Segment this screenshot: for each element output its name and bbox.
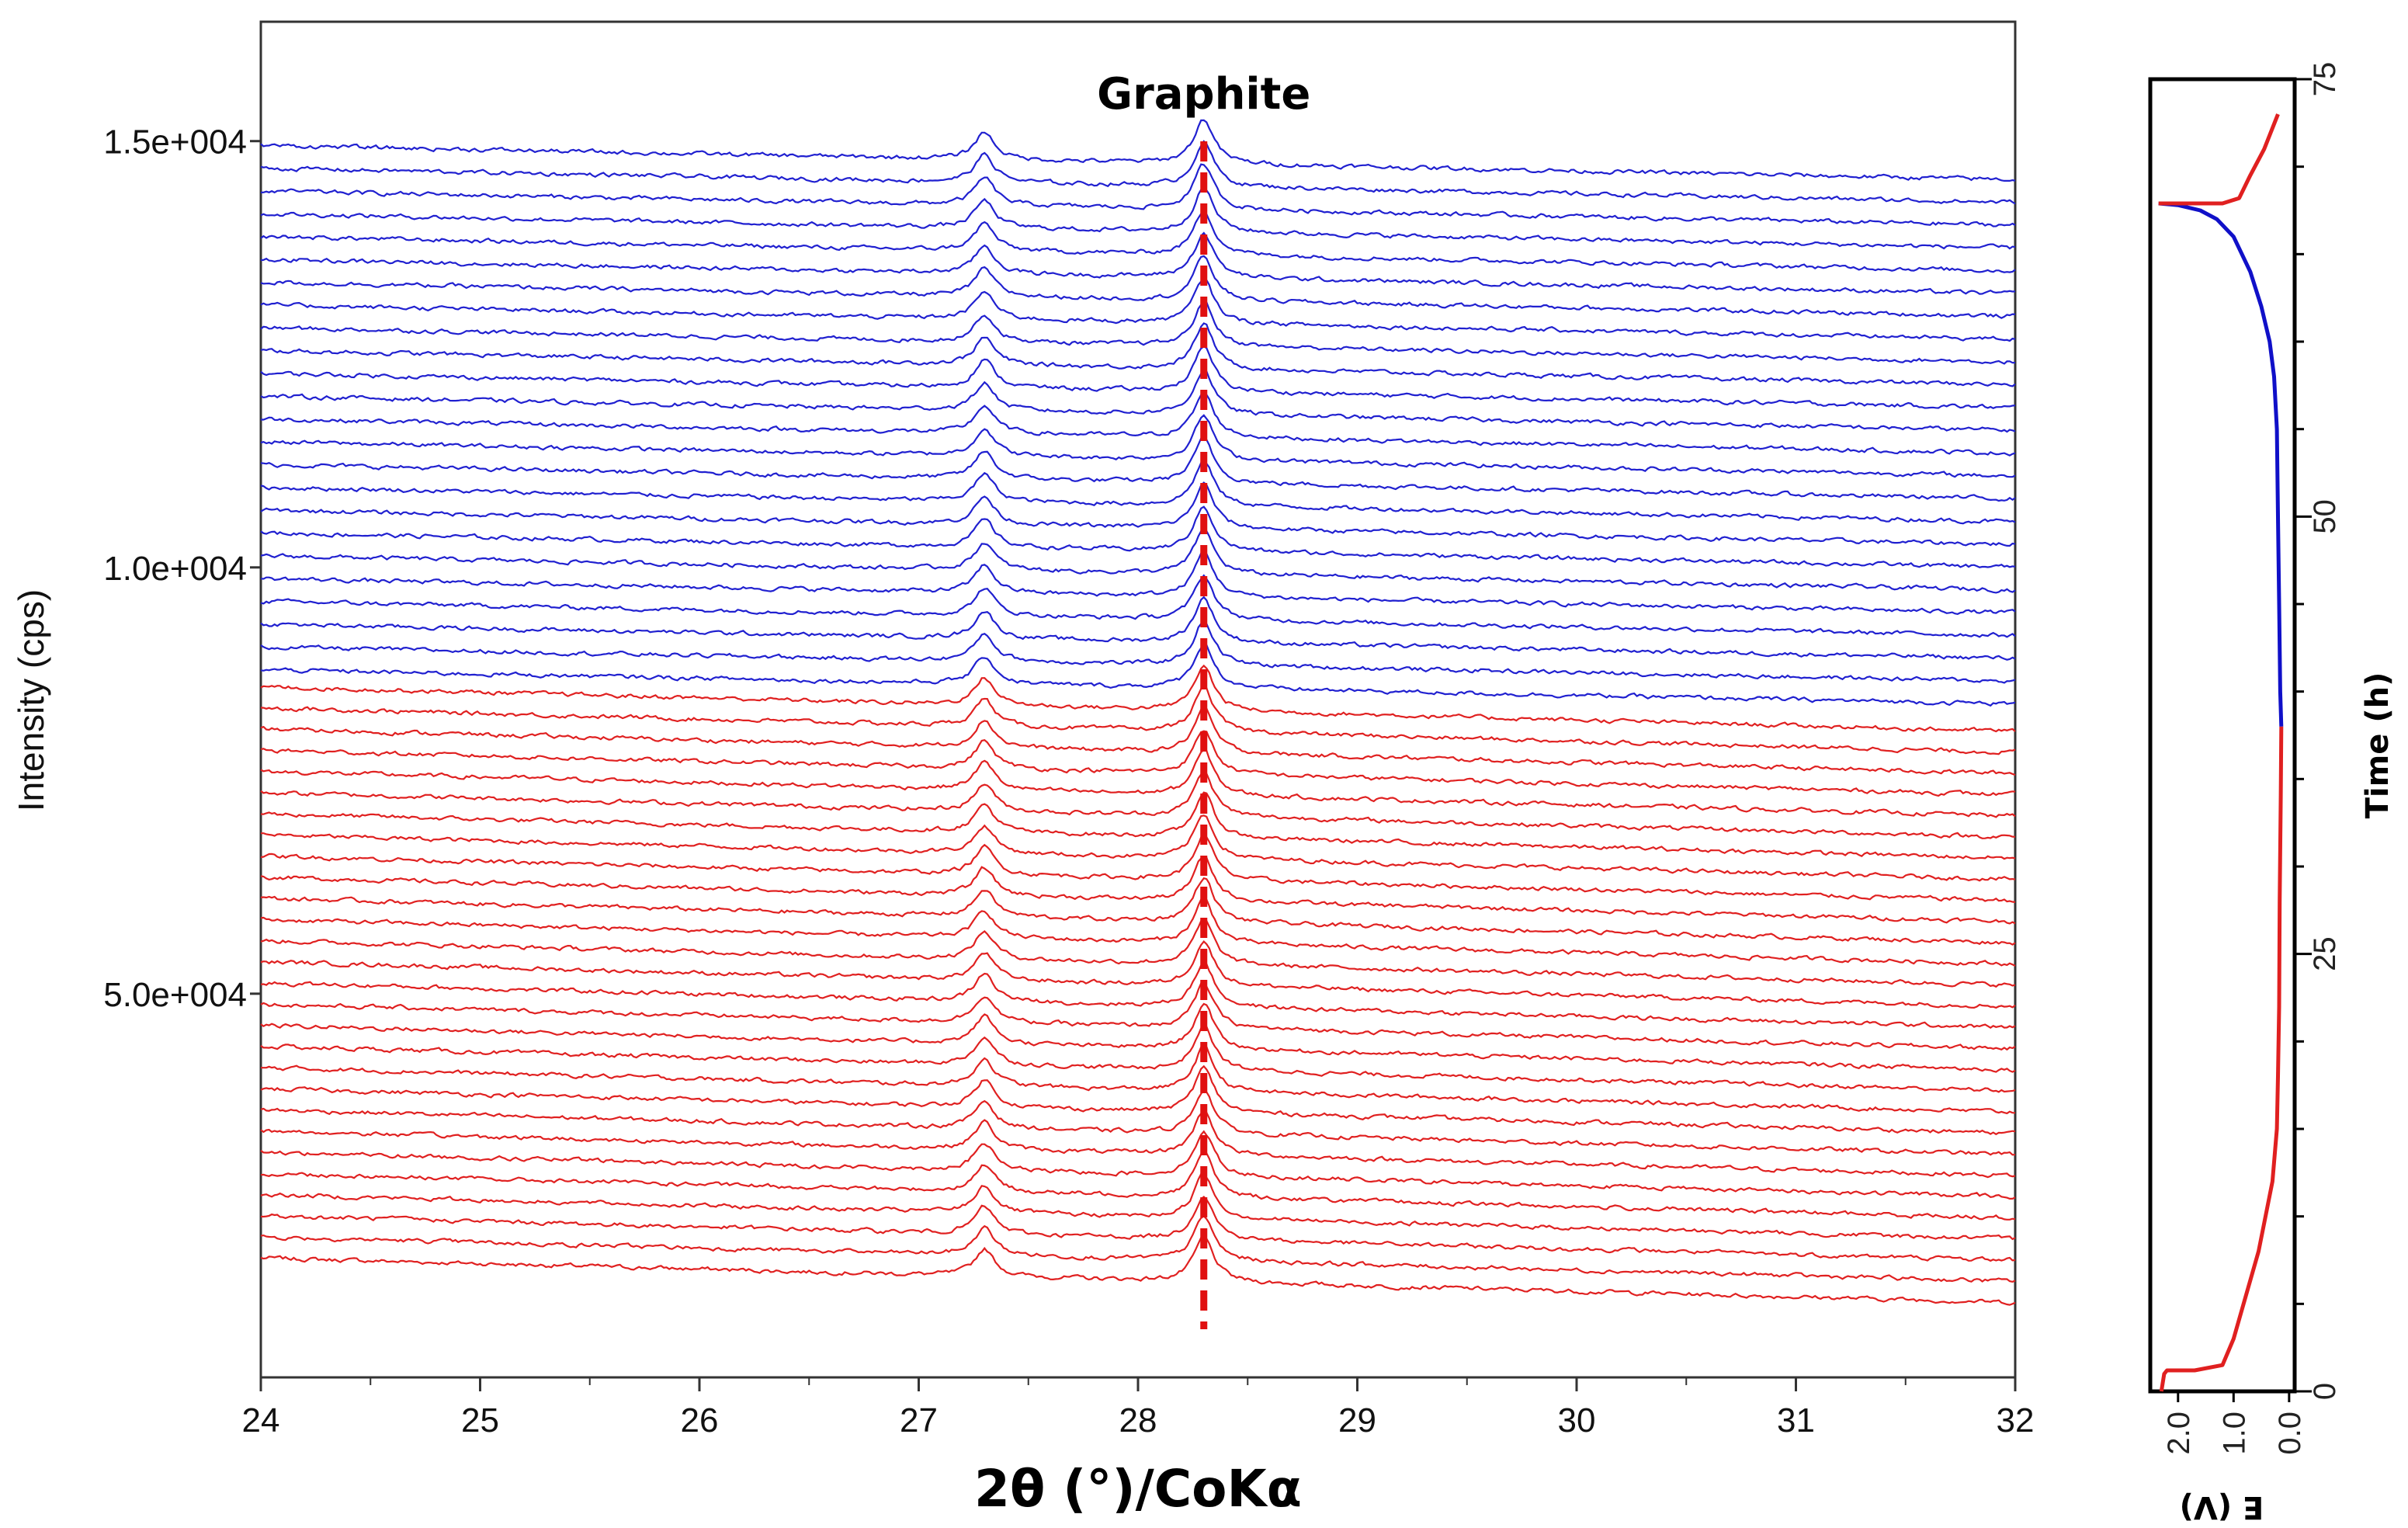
discharge-pattern xyxy=(260,644,2016,707)
charge-pattern xyxy=(260,1235,2016,1306)
charge-pattern xyxy=(260,1130,2016,1200)
discharge-pattern xyxy=(260,369,2016,433)
potential-tick-label: 1.0 xyxy=(2217,1412,2251,1455)
graphite-annotation: Graphite xyxy=(1097,69,1310,120)
y-axis-title: Intensity (cps) xyxy=(11,589,51,811)
side-x-axis-title: E (V) xyxy=(2180,1489,2264,1525)
discharge-pattern xyxy=(260,322,2016,387)
discharge-pattern xyxy=(260,435,2016,502)
main-axes-group: 24 25 26 27 28 29 30 31 32 5.0e+004 1.0e+004 1.5e+0… xyxy=(103,123,2034,1439)
discharge-pattern xyxy=(260,163,2016,227)
charge-pattern xyxy=(260,1172,2016,1241)
charge-pattern xyxy=(260,772,2016,839)
time-tick-label: 0 xyxy=(2308,1383,2342,1400)
discharge-pattern xyxy=(260,119,2016,182)
charge-pattern xyxy=(260,1088,2016,1156)
charge-pattern xyxy=(260,664,2016,733)
x-axis-title: 2θ (°)/CoKα xyxy=(974,1459,1302,1519)
charge-pattern xyxy=(260,1151,2016,1221)
charge-pattern xyxy=(260,748,2016,818)
x-tick-label: 30 xyxy=(1558,1401,1596,1439)
potential-tick-label: 0.0 xyxy=(2273,1412,2307,1455)
discharge-pattern xyxy=(260,620,2016,684)
x-tick-label: 28 xyxy=(1119,1401,1157,1439)
x-tick-label: 29 xyxy=(1338,1401,1376,1439)
charge-pattern xyxy=(260,791,2016,860)
charge-pattern xyxy=(260,730,2016,797)
discharge-pattern xyxy=(260,596,2016,661)
x-tick-label: 26 xyxy=(681,1401,719,1439)
discharge-pattern xyxy=(260,279,2016,342)
charge-pattern xyxy=(260,1064,2016,1136)
discharge-pattern xyxy=(260,231,2016,295)
xrd-series-group xyxy=(260,119,2016,1306)
discharge-pattern xyxy=(261,391,2016,457)
discharge-pattern xyxy=(260,459,2016,525)
x-tick-label: 27 xyxy=(900,1401,938,1439)
charge-potential-curve xyxy=(2159,726,2284,1392)
x-tick-label: 24 xyxy=(242,1401,280,1439)
discharge-pattern xyxy=(260,505,2016,568)
discharge-pattern xyxy=(260,210,2016,273)
discharge-pattern xyxy=(260,530,2016,594)
side-axes-group: 0 25 50 75 2.0 1.0 0.0 xyxy=(2162,62,2342,1455)
discharge-pattern xyxy=(260,255,2016,319)
potential-tick-label: 2.0 xyxy=(2162,1412,2196,1455)
discharge-pattern xyxy=(260,186,2016,250)
y-tick-label: 1.5e+004 xyxy=(103,123,247,161)
discharge-pattern xyxy=(260,481,2016,547)
discharge-pattern xyxy=(260,299,2016,365)
time-tick-label: 25 xyxy=(2308,936,2342,971)
charge-pattern xyxy=(260,856,2016,925)
discharge-pattern xyxy=(260,345,2016,410)
y-tick-label: 5.0e+004 xyxy=(103,976,247,1014)
charge-pattern xyxy=(260,832,2016,903)
discharge-potential-curve xyxy=(2158,201,2284,727)
charge-pattern xyxy=(261,1044,2016,1115)
charge-pattern xyxy=(260,963,2016,1030)
discharge-pattern xyxy=(260,550,2016,616)
charge-pattern xyxy=(260,686,2016,755)
xrd-stacked-chart: 24 25 26 27 28 29 30 31 32 5.0e+004 1.0e+004 1.5e+0… xyxy=(11,20,2034,1519)
charge-pattern xyxy=(260,705,2016,776)
charge-pattern xyxy=(260,918,2016,988)
potential-time-chart: 0 25 50 75 2.0 1.0 0.0 Time (h) E (V) xyxy=(2148,62,2396,1525)
side-y-axis-title: Time (h) xyxy=(2360,672,2396,819)
discharge-pattern xyxy=(260,414,2016,478)
charge-pattern xyxy=(260,877,2016,946)
charge-2-potential-curve xyxy=(2158,113,2280,206)
charge-pattern xyxy=(260,1196,2016,1262)
potential-series-group xyxy=(2158,113,2284,1392)
charge-pattern xyxy=(260,1214,2016,1283)
charge-pattern xyxy=(260,939,2016,1009)
charge-pattern xyxy=(260,981,2016,1051)
time-tick-label: 50 xyxy=(2308,499,2342,534)
charge-pattern xyxy=(261,814,2016,882)
side-plot-frame xyxy=(2148,77,2297,1394)
x-tick-label: 32 xyxy=(1997,1401,2035,1439)
charge-pattern xyxy=(260,896,2016,967)
discharge-pattern xyxy=(260,574,2016,638)
time-tick-label: 75 xyxy=(2308,62,2342,97)
x-tick-label: 25 xyxy=(461,1401,499,1439)
charge-pattern xyxy=(260,1110,2016,1179)
charge-pattern xyxy=(260,1025,2016,1093)
charge-pattern xyxy=(260,1002,2016,1073)
x-tick-label: 31 xyxy=(1777,1401,1815,1439)
discharge-pattern xyxy=(260,140,2016,205)
y-tick-label: 1.0e+004 xyxy=(103,550,247,588)
